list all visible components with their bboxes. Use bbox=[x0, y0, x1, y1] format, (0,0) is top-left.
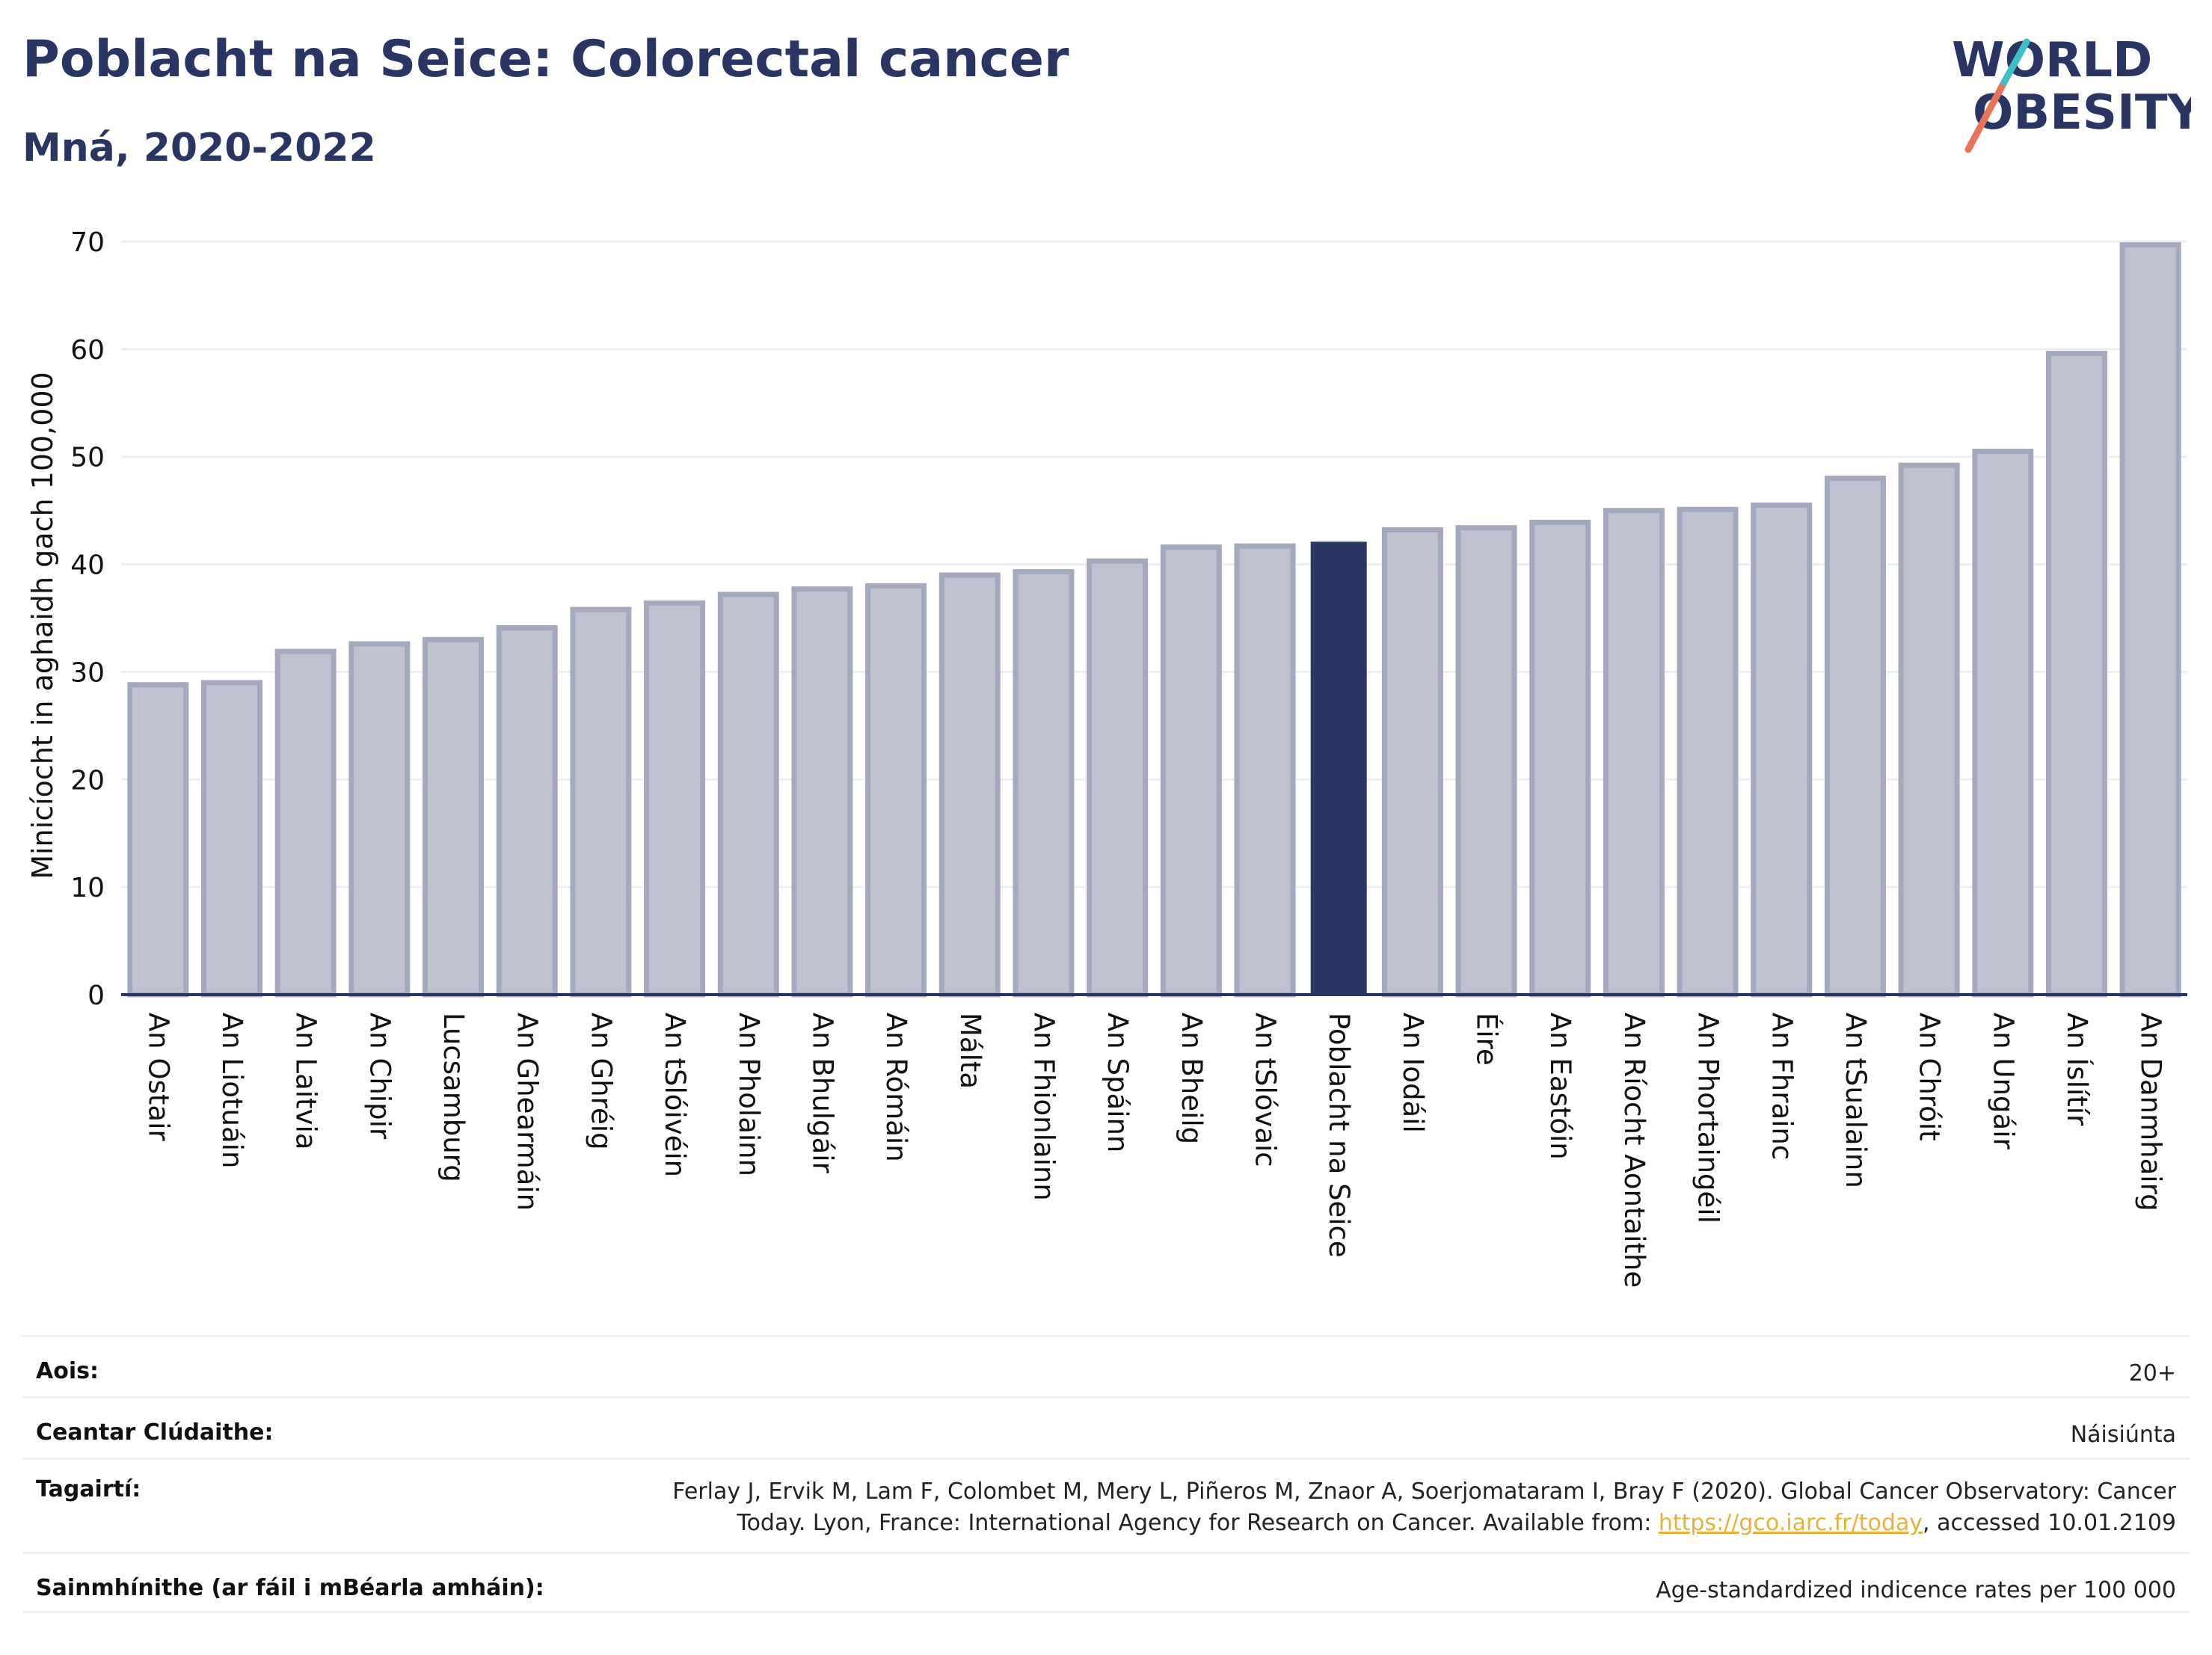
bar bbox=[1087, 558, 1149, 998]
x-tick-label: An Rómáin bbox=[880, 1013, 912, 1162]
y-axis-label: Minicíocht in aghaidh gach 100,000 bbox=[26, 372, 59, 879]
x-tick-label: Éire bbox=[1471, 1013, 1504, 1066]
bar bbox=[1529, 519, 1591, 998]
references-value: Ferlay J, Ervik M, Lam F, Colombet M, Me… bbox=[672, 1476, 2190, 1539]
bar bbox=[717, 592, 779, 998]
y-tick-label: 0 bbox=[87, 980, 105, 1011]
bar bbox=[127, 682, 189, 998]
bar bbox=[865, 583, 927, 998]
bar-highlighted bbox=[1310, 541, 1367, 995]
y-tick-label: 70 bbox=[70, 227, 105, 258]
bar bbox=[496, 624, 558, 998]
bar bbox=[423, 636, 485, 998]
bars bbox=[127, 242, 2181, 998]
bar bbox=[1677, 506, 1739, 998]
chart-title: Poblacht na Seice: Colorectal cancer bbox=[22, 30, 1069, 89]
x-tick-label: Poblacht na Seice bbox=[1323, 1013, 1355, 1258]
y-tick-label: 40 bbox=[70, 550, 105, 581]
age-value: 20+ bbox=[2128, 1360, 2176, 1387]
definitions-value: Age-standardized indicence rates per 100… bbox=[1656, 1577, 2176, 1603]
bar bbox=[1751, 502, 1813, 998]
x-tick-label: An Pholainn bbox=[733, 1013, 765, 1176]
logo-slash-coral bbox=[1964, 79, 2008, 153]
x-tick-label: An Spáinn bbox=[1102, 1013, 1134, 1152]
references-label: Tagairtí: bbox=[36, 1476, 141, 1502]
x-tick-label: An Ríocht Aontaithe bbox=[1618, 1013, 1650, 1288]
bar bbox=[1455, 525, 1517, 998]
logo-line2: OBESITY bbox=[1973, 85, 2191, 141]
x-tick-label: An Fhrainc bbox=[1766, 1013, 1798, 1160]
x-tick-label: An Phortaingéil bbox=[1692, 1013, 1724, 1223]
y-tick-label: 20 bbox=[70, 765, 105, 796]
x-tick-label: An Íslítír bbox=[2061, 1013, 2094, 1126]
area-label: Ceantar Clúdaithe: bbox=[36, 1419, 274, 1446]
info-row-age: Aois: 20+ bbox=[22, 1335, 2190, 1396]
bar bbox=[2045, 351, 2107, 998]
axes: 0 10 20 30 40 50 60 70 An Ostair An Liotuáin An La… bbox=[70, 227, 2187, 1288]
bar bbox=[1603, 508, 1665, 998]
y-tick-label: 60 bbox=[70, 335, 105, 366]
bar bbox=[201, 680, 263, 998]
x-tick-label: An Ostair bbox=[142, 1013, 174, 1141]
bar bbox=[791, 586, 853, 998]
x-tick-label: An tSlóivéin bbox=[659, 1013, 691, 1177]
logo-line1: WORLD bbox=[1952, 33, 2152, 88]
age-label: Aois: bbox=[36, 1358, 99, 1384]
area-value: Náisiúnta bbox=[2070, 1422, 2176, 1448]
bar bbox=[274, 648, 337, 998]
bar bbox=[644, 600, 706, 998]
references-link[interactable]: https://gco.iarc.fr/today bbox=[1658, 1510, 1923, 1536]
y-tick-label: 50 bbox=[70, 443, 105, 473]
definitions-label: Sainmhínithe (ar fáil i mBéarla amháin): bbox=[36, 1575, 544, 1601]
x-tick-label: An Laitvia bbox=[290, 1013, 322, 1149]
x-tick-label: Lucsamburg bbox=[437, 1013, 470, 1182]
bar bbox=[1381, 527, 1443, 998]
x-tick-label: An Chipir bbox=[363, 1013, 396, 1140]
x-tick-label: An Ghearmáin bbox=[511, 1013, 544, 1211]
bar-chart: 0 10 20 30 40 50 60 70 An Ostair An Liotuáin An La… bbox=[26, 227, 2187, 1288]
bar bbox=[1160, 544, 1222, 998]
x-tick-label: An Ghréig bbox=[585, 1013, 617, 1150]
references-accessed: , accessed 10.01.2109 bbox=[1923, 1510, 2176, 1536]
bar bbox=[1013, 569, 1075, 998]
x-tick-label: An Fhionlainn bbox=[1027, 1013, 1060, 1201]
bar bbox=[348, 641, 411, 998]
x-tick-label: Málta bbox=[954, 1013, 986, 1089]
references-line1: Ferlay J, Ervik M, Lam F, Colombet M, Me… bbox=[672, 1479, 2176, 1505]
info-row-area: Ceantar Clúdaithe: Náisiúnta bbox=[22, 1396, 2190, 1458]
chart-subtitle: Mná, 2020-2022 bbox=[22, 126, 376, 171]
world-obesity-logo: WORLD OBESITY bbox=[1952, 30, 2202, 157]
bar bbox=[1898, 462, 1960, 998]
x-tick-label: An Chróit bbox=[1914, 1013, 1946, 1141]
bar bbox=[1824, 475, 1886, 998]
x-tick-label: An tSualainn bbox=[1840, 1013, 1872, 1188]
logo-slash-teal bbox=[2000, 38, 2030, 86]
x-tick-label: An Bhulgáir bbox=[806, 1013, 838, 1174]
bar bbox=[570, 607, 632, 998]
references-line2: Today. Lyon, France: International Agenc… bbox=[737, 1510, 1659, 1536]
x-tick-label: An Liotuáin bbox=[216, 1013, 248, 1168]
bar bbox=[2119, 242, 2181, 998]
x-tick-label: An Eastóin bbox=[1544, 1013, 1576, 1160]
bar bbox=[938, 572, 1001, 998]
x-tick-label: An Iodáil bbox=[1397, 1013, 1429, 1133]
x-tick-label: An Danmhairg bbox=[2135, 1013, 2167, 1212]
x-tick-label: An tSlóvaic bbox=[1250, 1013, 1282, 1167]
info-table: Aois: 20+ Ceantar Clúdaithe: Náisiúnta T… bbox=[22, 1335, 2190, 1613]
logo-graphic: WORLD OBESITY bbox=[1952, 33, 2202, 153]
bar bbox=[1234, 543, 1296, 998]
y-tick-label: 30 bbox=[70, 657, 105, 688]
y-tick-label: 10 bbox=[70, 873, 105, 903]
bar bbox=[1972, 449, 2034, 998]
info-row-definitions: Sainmhínithe (ar fáil i mBéarla amháin):… bbox=[22, 1552, 2190, 1613]
x-tick-label: An Bheilg bbox=[1176, 1013, 1208, 1144]
info-row-references: Tagairtí: Ferlay J, Ervik M, Lam F, Colo… bbox=[22, 1458, 2190, 1552]
x-tick-label: An Ungáir bbox=[1987, 1013, 2019, 1149]
